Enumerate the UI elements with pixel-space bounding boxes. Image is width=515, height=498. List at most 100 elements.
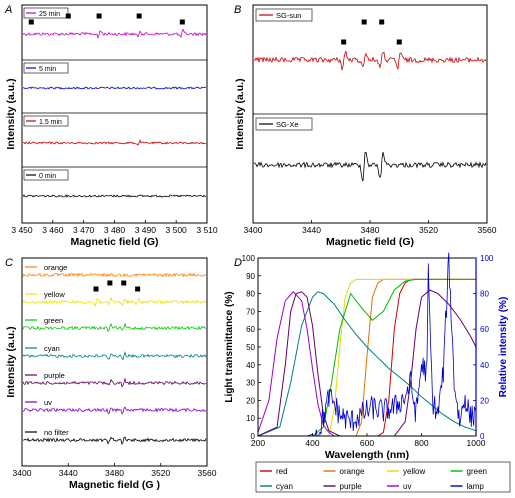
panel-label: A	[4, 4, 12, 16]
legend-box	[255, 8, 313, 22]
series-cyan	[257, 291, 477, 437]
legend-label: lamp	[467, 482, 485, 491]
legend-label: cyan	[276, 482, 293, 491]
y2-tick-label: 100	[480, 254, 494, 263]
panel-b: B SG-sun SG-Xe 3400 3440 3480 3520 3560 Magnetic…	[234, 4, 497, 248]
trace-SG-Xe	[253, 151, 487, 182]
x-tick-label: 3 470	[73, 225, 95, 235]
signal-marker	[361, 19, 367, 25]
series-orange	[339, 278, 476, 437]
legend-label: cyan	[44, 344, 60, 353]
y-tick-label: 70	[246, 307, 255, 316]
legend-label: purple	[340, 482, 363, 491]
legend-box	[23, 115, 69, 127]
signal-marker	[107, 280, 113, 286]
trace-no-filter	[22, 436, 207, 446]
signal-marker	[65, 13, 71, 19]
trace-green	[22, 322, 207, 333]
legend-label: orange	[340, 467, 365, 476]
trace-yellow	[22, 296, 207, 307]
y-tick-label: 100	[242, 254, 256, 263]
signal-marker	[136, 13, 142, 19]
legend-label: SG-sun	[276, 11, 301, 20]
panel-label: B	[234, 4, 241, 16]
legend-box	[23, 7, 69, 19]
x-tick-label: 3 460	[42, 225, 64, 235]
y2-tick-label: 80	[480, 290, 489, 299]
x-axis-label: Wavelength (nm)	[325, 449, 409, 461]
y-tick-label: 50	[246, 343, 255, 352]
y-tick-label: 80	[246, 290, 255, 299]
y-axis-label: Light transmittance (%)	[224, 291, 235, 402]
x-tick-label: 3 500	[166, 225, 188, 235]
y-axis-label: Intensity (a.u.)	[5, 78, 17, 149]
y-tick-label: 90	[246, 272, 255, 281]
trace-1.5-min	[22, 139, 207, 146]
x-tick-label: 3400	[244, 225, 263, 235]
legend-label: uv	[44, 398, 52, 407]
x-tick-label: 3520	[419, 225, 438, 235]
y-tick-label: 30	[246, 379, 255, 388]
x-tick-label: 3560	[478, 225, 497, 235]
trace-orange	[22, 272, 207, 278]
plot-frame	[21, 4, 208, 224]
legend-label: SG-Xe	[276, 120, 299, 129]
x-tick-label: 3 490	[135, 225, 157, 235]
y2-axis-label: Relative intensity (%)	[498, 297, 509, 398]
y-axis-label: Intensity (a.u.)	[5, 326, 17, 397]
x-tick-label: 800	[414, 438, 428, 448]
legend-box	[255, 461, 511, 493]
legend-label: 5 min	[39, 66, 56, 73]
x-tick-label: 3440	[302, 225, 321, 235]
x-tick-label: 3480	[361, 225, 380, 235]
x-tick-label: 3440	[59, 468, 78, 478]
panel-label: D	[234, 257, 242, 269]
trace-25-min	[22, 28, 207, 40]
y-tick-label: 10	[246, 414, 255, 423]
legend-label: green	[44, 316, 63, 325]
legend-label: purple	[44, 371, 65, 380]
legend-box	[255, 117, 313, 131]
x-axis-label: Magnetic field (G)	[326, 236, 414, 248]
x-tick-label: 3520	[151, 468, 170, 478]
y-tick-label: 0	[251, 432, 256, 441]
legend-label: green	[467, 467, 487, 476]
legend-label: uv	[403, 482, 411, 491]
signal-marker	[341, 39, 347, 45]
legend-label: yellow	[403, 467, 425, 476]
trace-uv	[22, 406, 207, 415]
legend-label: red	[276, 467, 288, 476]
legend-label: 0 min	[39, 173, 56, 180]
series-green	[312, 278, 476, 437]
y-tick-label: 40	[246, 361, 255, 370]
y2-tick-label: 0	[480, 432, 485, 441]
series-uv	[257, 291, 476, 437]
y-tick-label: 20	[246, 396, 255, 405]
x-tick-label: 3560	[198, 468, 217, 478]
legend-label: orange	[44, 263, 67, 272]
x-tick-label: 3 450	[11, 225, 33, 235]
y2-tick-label: 40	[480, 361, 489, 370]
signal-marker	[28, 19, 34, 25]
y2-tick-label: 60	[480, 325, 489, 334]
y-axis-label: Intensity (a.u.)	[234, 78, 246, 149]
signal-marker	[379, 19, 385, 25]
x-axis-label: Magnetic field (G)	[70, 236, 158, 248]
legend-box	[23, 169, 69, 181]
x-tick-label: 400	[305, 438, 319, 448]
y2-tick-label: 20	[480, 396, 489, 405]
legend-label: yellow	[44, 290, 65, 299]
series-lamp	[258, 252, 477, 437]
x-tick-label: 1000	[467, 438, 486, 448]
x-tick-label: 3400	[13, 468, 32, 478]
x-tick-label: 600	[360, 438, 374, 448]
x-tick-label: 3480	[105, 468, 124, 478]
signal-marker	[135, 286, 141, 292]
panel-a: A 25 min 5 min 1.5 min 0 min 3 450 3 460 3 470 3…	[4, 4, 218, 248]
trace-purple	[22, 377, 207, 388]
legend-label: no filter	[44, 428, 69, 437]
trace-0-min	[22, 194, 207, 198]
trace-SG-sun	[253, 50, 487, 71]
